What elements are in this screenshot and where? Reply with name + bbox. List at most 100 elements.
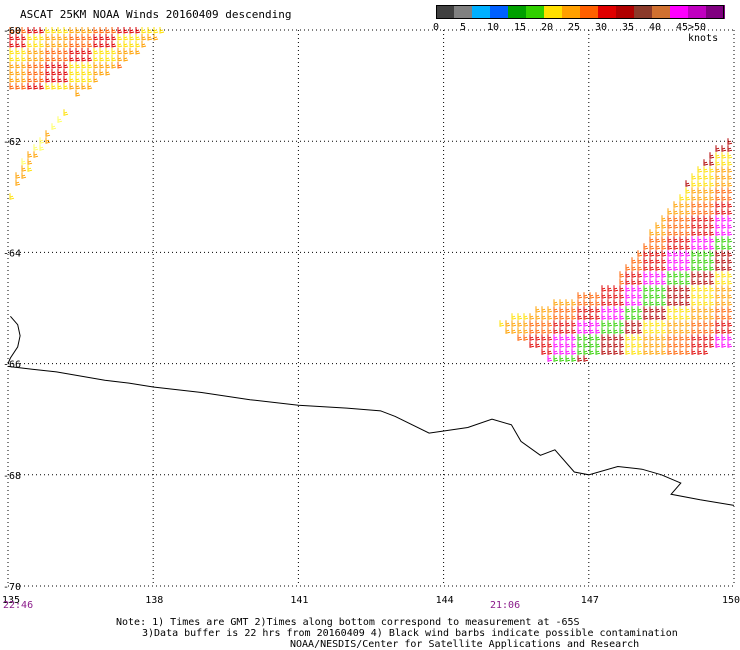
wind-barb: [613, 306, 619, 313]
wind-barb: [673, 257, 679, 264]
wind-barb: [33, 69, 39, 76]
wind-barb: [75, 41, 81, 48]
wind-barb: [613, 292, 619, 299]
wind-barb: [661, 299, 667, 306]
wind-barb: [715, 327, 721, 334]
wind-barb: [535, 334, 541, 341]
wind-barb: [93, 55, 99, 62]
wind-barb: [9, 193, 15, 200]
wind-barb: [625, 299, 631, 306]
note-line-2: 3)Data buffer is 22 hrs from 20160409 4)…: [142, 628, 678, 639]
wind-barb: [57, 41, 63, 48]
wind-barb: [577, 355, 583, 362]
wind-barb: [547, 341, 553, 348]
colorbar-label: 35: [622, 22, 635, 33]
wind-barb: [697, 299, 703, 306]
wind-barb: [577, 299, 583, 306]
wind-barb: [81, 69, 87, 76]
wind-barb: [685, 320, 691, 327]
lon-label: 141: [290, 595, 308, 606]
wind-barb: [111, 62, 117, 69]
wind-barb: [721, 208, 727, 215]
wind-barb: [643, 292, 649, 299]
coastline: [7, 315, 735, 506]
wind-barb: [571, 355, 577, 362]
wind-barb: [57, 48, 63, 55]
wind-barb: [703, 208, 709, 215]
wind-barb: [703, 313, 709, 320]
wind-barb: [105, 69, 111, 76]
colorbar-swatch: [472, 5, 491, 19]
wind-barb: [667, 264, 673, 271]
wind-barb: [727, 187, 733, 194]
wind-barb: [595, 320, 601, 327]
wind-barb: [27, 27, 33, 34]
wind-barb: [69, 48, 75, 55]
wind-barb: [661, 222, 667, 229]
wind-barb: [721, 292, 727, 299]
wind-barb: [601, 341, 607, 348]
wind-barb: [721, 327, 727, 334]
wind-barb: [691, 215, 697, 222]
wind-barb: [559, 320, 565, 327]
wind-barb: [715, 159, 721, 166]
wind-barb: [679, 201, 685, 208]
wind-barb: [27, 83, 33, 90]
wind-barb: [691, 194, 697, 201]
wind-barb: [649, 250, 655, 257]
wind-barb: [697, 194, 703, 201]
wind-barb: [667, 278, 673, 285]
wind-barb: [715, 271, 721, 278]
wind-barb: [643, 271, 649, 278]
lon-label: 135: [2, 595, 20, 606]
wind-barb: [679, 327, 685, 334]
wind-barb: [123, 41, 129, 48]
wind-barb: [661, 341, 667, 348]
wind-barb: [33, 151, 39, 158]
wind-barb: [709, 341, 715, 348]
wind-barb: [685, 215, 691, 222]
wind-barb: [9, 48, 15, 55]
wind-barb: [727, 166, 733, 173]
wind-barb: [81, 55, 87, 62]
wind-barb: [547, 334, 553, 341]
wind-barb: [631, 327, 637, 334]
wind-barb: [727, 285, 733, 292]
wind-barb: [715, 264, 721, 271]
wind-barb: [123, 48, 129, 55]
wind-barb: [21, 48, 27, 55]
wind-barb: [721, 250, 727, 257]
wind-barb: [117, 55, 123, 62]
wind-barb: [691, 250, 697, 257]
wind-barb: [607, 306, 613, 313]
wind-barb: [147, 27, 153, 34]
wind-barb: [631, 320, 637, 327]
wind-barb: [643, 327, 649, 334]
wind-barb: [721, 299, 727, 306]
wind-barb: [9, 27, 15, 34]
wind-barb: [637, 348, 643, 355]
wind-barb: [709, 243, 715, 250]
wind-barb: [661, 313, 667, 320]
wind-barb: [21, 76, 27, 83]
wind-barb: [123, 55, 129, 62]
wind-barb: [9, 41, 15, 48]
wind-barb: [721, 173, 727, 180]
wind-barb: [727, 208, 733, 215]
wind-barb: [57, 55, 63, 62]
wind-barb: [601, 327, 607, 334]
wind-barb: [559, 313, 565, 320]
wind-barb: [505, 327, 511, 334]
wind-barb: [667, 236, 673, 243]
wind-barb: [643, 306, 649, 313]
wind-barb: [99, 34, 105, 41]
wind-barb: [105, 41, 111, 48]
wind-barb: [111, 34, 117, 41]
wind-barb: [21, 34, 27, 41]
wind-barb: [75, 69, 81, 76]
wind-barb: [15, 69, 21, 76]
wind-barb: [99, 62, 105, 69]
wind-barb: [9, 83, 15, 90]
lon-label: 144: [436, 595, 454, 606]
wind-barb: [667, 250, 673, 257]
